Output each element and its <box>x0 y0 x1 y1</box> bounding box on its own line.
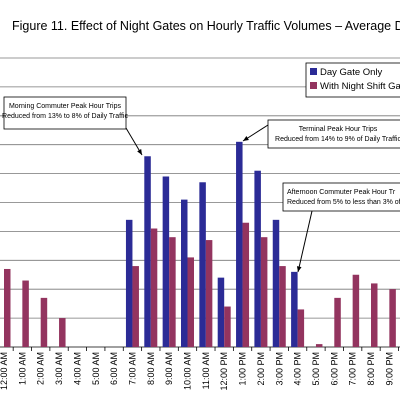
x-tick-label: 2:00 AM <box>36 352 46 385</box>
bar <box>22 280 29 347</box>
arrow-head <box>243 136 249 141</box>
annotation-text: Afternoon Commuter Peak Hour Tr <box>287 189 396 196</box>
bar <box>254 170 261 347</box>
bar <box>260 237 268 347</box>
bar <box>162 176 170 347</box>
bar <box>144 156 151 347</box>
bar <box>389 289 396 347</box>
legend-label: Day Gate Only <box>320 67 383 78</box>
bar <box>40 297 48 347</box>
bar <box>132 266 139 347</box>
annotation-text: Morning Commuter Peak Hour Trips <box>9 103 122 110</box>
chart-title: Figure 11. Effect of Night Gates on Hour… <box>12 19 400 33</box>
annotation-box <box>3 96 127 130</box>
bar <box>272 219 280 347</box>
x-tick-label: 10:00 AM <box>183 352 193 390</box>
bar <box>59 318 66 347</box>
bar <box>199 182 206 347</box>
bar <box>279 266 286 347</box>
legend-box <box>305 62 400 98</box>
bar <box>242 222 250 347</box>
bar <box>315 344 323 347</box>
x-tick-label: 3:00 AM <box>54 352 64 385</box>
bar <box>334 297 341 347</box>
x-tick-label: 12:00 AM <box>0 352 9 390</box>
bar <box>352 274 360 347</box>
x-tick-label: 3:00 PM <box>274 352 284 386</box>
bar <box>187 257 194 347</box>
annotation-arrow <box>297 210 313 273</box>
legend-swatch <box>310 68 317 75</box>
x-tick-label: 4:00 AM <box>72 352 82 385</box>
annotation-text: Terminal Peak Hour Trips <box>299 126 378 133</box>
x-tick-label: 1:00 AM <box>17 352 27 385</box>
x-tick-label: 6:00 AM <box>109 352 119 385</box>
bar <box>150 228 158 347</box>
legend: Day Gate Only With Night Shift Gate <box>305 62 400 98</box>
arrow-head <box>296 266 302 272</box>
annotation-box <box>282 182 400 212</box>
legend-swatch <box>310 82 317 89</box>
bar <box>291 271 298 347</box>
annotation-text: Reduced from 5% to less than 3% of Da <box>287 199 400 206</box>
annotation-box <box>267 119 400 149</box>
bar <box>205 240 213 347</box>
bar <box>224 306 231 347</box>
x-tick-label: 4:00 PM <box>293 352 303 386</box>
x-tick-label: 8:00 AM <box>146 352 156 385</box>
bar <box>371 283 378 347</box>
x-tick-label: 9:00 PM <box>384 352 394 386</box>
x-tick-label: 6:00 PM <box>329 352 339 386</box>
x-tick-label: 2:00 PM <box>256 352 266 386</box>
x-tick-label: 5:00 PM <box>311 352 321 386</box>
bar <box>181 199 188 347</box>
bar <box>125 219 133 347</box>
bar <box>169 237 176 347</box>
x-tick-label: 7:00 PM <box>348 352 358 386</box>
x-tick-label: 11:00 AM <box>201 352 211 389</box>
x-tick-label: 7:00 AM <box>127 352 137 385</box>
legend-label: With Night Shift Gate <box>320 81 400 92</box>
x-tick-label: 9:00 AM <box>164 352 174 385</box>
annotation-text: Reduced from 13% to 8% of Daily Traffic <box>2 113 128 120</box>
x-tick-label: 8:00 PM <box>366 352 376 386</box>
bar <box>297 309 305 347</box>
annotation-text: Reduced from 14% to 9% of Daily Traffic <box>275 136 400 143</box>
x-tick-label: 1:00 PM <box>238 352 248 386</box>
bar <box>4 268 11 347</box>
bar <box>236 141 243 347</box>
arrow-head <box>137 149 142 155</box>
x-tick-label: 5:00 AM <box>91 352 101 385</box>
x-tick-label: 12:00 PM <box>219 352 229 391</box>
bar <box>217 277 225 347</box>
